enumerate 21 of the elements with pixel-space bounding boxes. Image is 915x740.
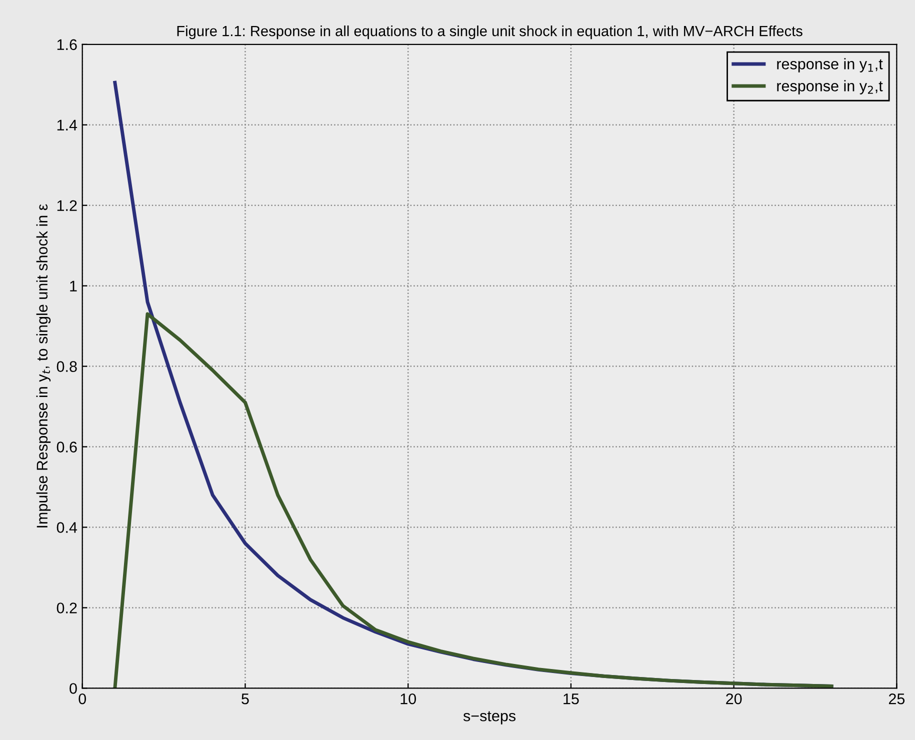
y-tick-label: 0.4 — [56, 522, 78, 533]
y-tick-label: 1.4 — [57, 120, 78, 130]
y-tick-label: 1.6 — [57, 39, 77, 50]
y-tick-label: 1 — [70, 280, 77, 292]
line-series — [113, 312, 834, 688]
y-tick-label: 0.8 — [56, 361, 77, 372]
y-axis-title: Impulse Response in y$_{t}$, to single unit shock in ε — [36, 204, 51, 528]
x-tick-label: 0 — [78, 693, 86, 704]
y-tick-label: 0.6 — [56, 442, 77, 452]
y-tick-label: 0 — [70, 683, 77, 694]
chart-title: Figure 1.1: Response in all equations to a single unit shock in equation 1, with MV−ARCH Effects — [177, 26, 802, 40]
x-tick-label: 20 — [726, 693, 742, 704]
legend-label: response in y$_{2}$,t — [777, 80, 883, 94]
x-tick-label: 15 — [564, 694, 579, 704]
x-tick-label: 10 — [400, 693, 416, 704]
x-tick-label: 25 — [888, 693, 905, 704]
x-axis-title: s−steps — [463, 711, 516, 724]
y-tick-label: 1.2 — [57, 200, 77, 211]
legend-label: response in y$_{1}$,t — [777, 58, 883, 72]
y-tick-label: 0.2 — [56, 602, 77, 614]
x-tick-label: 5 — [242, 694, 249, 704]
